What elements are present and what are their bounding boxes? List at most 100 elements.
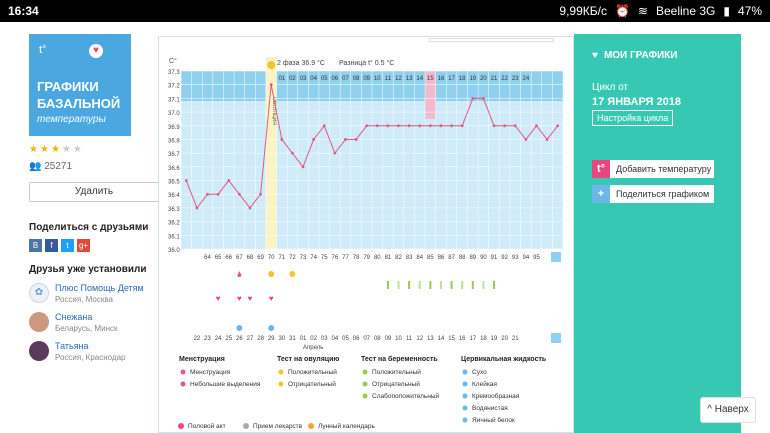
friend-item[interactable]: Снежана Беларусь, Минск — [29, 312, 159, 333]
day-label: 09 — [363, 76, 370, 82]
temperature-point — [354, 138, 358, 141]
friend-name[interactable]: Плюс Помощь Детям — [55, 283, 144, 293]
day-label: 13 — [406, 76, 413, 82]
add-temperature-button[interactable]: t° Добавить температуру — [592, 160, 714, 178]
date-label: 18 — [480, 336, 487, 342]
y-tick-label: 36.8 — [168, 138, 180, 144]
friend-name[interactable]: Татьяна — [55, 341, 89, 351]
date-label: 24 — [215, 336, 222, 342]
cycle-day-label: 95 — [533, 255, 540, 261]
chart-scroll[interactable] — [429, 38, 554, 42]
cycle-day-label: 70 — [268, 255, 275, 261]
app-logo: t° ♥ ГРАФИКИ БАЗАЛЬНОЙ температуры — [29, 34, 131, 136]
status-indicators: 9,99КБ/с ⏰ ≋ Beeline 3G ▮ 47% — [559, 4, 762, 18]
googleplus-icon[interactable]: g+ — [77, 239, 90, 252]
legend-swatch — [278, 381, 284, 387]
temperature-point — [206, 192, 209, 196]
drop-icon — [237, 271, 242, 277]
share-icons: В f t g+ — [29, 239, 159, 252]
cycle-day-label: 68 — [247, 255, 254, 261]
date-label: 08 — [374, 336, 381, 342]
cycle-day-label: 76 — [332, 255, 339, 261]
cycle-day-label: 69 — [257, 255, 264, 261]
star-empty-icon: ★ — [72, 144, 84, 155]
avatar — [29, 341, 49, 361]
star-icon: ★ — [39, 144, 51, 155]
cycle-day-label: 79 — [363, 255, 370, 261]
y-tick-label: 37.3 — [168, 70, 180, 76]
cycle-day-label: 73 — [300, 255, 307, 261]
friend-item[interactable]: ✿ Плюс Помощь Детям Россия, Москва — [29, 283, 159, 304]
y-tick-label: 36.5 — [168, 180, 180, 186]
pregnancy-test-mark — [429, 281, 432, 289]
carrier: Beeline 3G — [655, 4, 716, 18]
net-speed: 9,99КБ/с — [559, 4, 607, 18]
date-label: 17 — [469, 336, 476, 342]
legend-swatch — [362, 393, 368, 399]
legend-swatch — [243, 423, 249, 429]
month-label: Апрель — [303, 345, 323, 351]
page: t° ♥ ГРАФИКИ БАЗАЛЬНОЙ температуры ★★★★★… — [0, 22, 770, 433]
ovulation-test-dot — [268, 271, 275, 277]
facebook-icon[interactable]: f — [45, 239, 58, 252]
temperature-point — [524, 138, 528, 141]
chevron-up-icon: ^ — [707, 404, 712, 415]
temperature-point — [513, 124, 517, 128]
alarm-icon: ⏰ — [614, 4, 630, 18]
users-icon: 👥 — [29, 161, 42, 172]
date-label: 03 — [321, 336, 328, 342]
cycle-day-label: 67 — [236, 255, 243, 261]
date-label: 25 — [225, 336, 232, 342]
pregnancy-test-mark — [408, 281, 411, 289]
date-label: 30 — [278, 336, 285, 342]
cycle-day-label: 64 — [204, 255, 211, 261]
my-charts-link[interactable]: ♥ МОИ ГРАФИКИ — [592, 50, 677, 61]
cycle-day-label: 83 — [406, 255, 413, 261]
day-label: 03 — [300, 76, 307, 82]
date-label: 26 — [236, 336, 243, 342]
cycle-settings-button[interactable]: Настройка цикла — [592, 110, 674, 126]
battery-level: 47% — [737, 4, 762, 18]
date-label: 28 — [257, 336, 264, 342]
vk-icon[interactable]: В — [29, 239, 42, 252]
day-label: 04 — [310, 76, 317, 82]
date-label: 31 — [289, 336, 296, 342]
share-title: Поделиться с друзьями — [29, 222, 149, 233]
legend-item: Слабоположительный — [372, 392, 440, 400]
pregnancy-test-mark — [397, 281, 400, 289]
y-tick-label: 36.2 — [168, 221, 180, 227]
cycle-day-label: 71 — [278, 255, 285, 261]
temperature-point — [269, 83, 273, 87]
day-label: 19 — [469, 76, 476, 82]
add-temperature-label: Добавить температуру — [616, 164, 712, 174]
twitter-icon[interactable]: t — [61, 239, 74, 252]
wifi-icon: ≋ — [637, 4, 648, 18]
date-label: 20 — [501, 336, 508, 342]
y-unit: C° — [169, 57, 177, 65]
back-to-top-button[interactable]: ^ Наверх — [700, 397, 756, 423]
temperature-point — [492, 124, 496, 128]
legend-item: Яичный белок — [472, 416, 515, 424]
cycle-day-label: 75 — [321, 255, 328, 261]
temperature-point — [344, 138, 347, 141]
y-tick-label: 37.2 — [168, 84, 180, 90]
temperature-point — [535, 124, 538, 128]
cycle-day-label: 84 — [416, 255, 423, 261]
friend-item[interactable]: Татьяна Россия, Краснодар — [29, 341, 159, 362]
day-label: 20 — [480, 76, 487, 82]
temperature-point — [397, 124, 400, 128]
avatar — [29, 312, 49, 332]
legend-swatch — [462, 393, 468, 399]
logo-t0: t° — [39, 44, 47, 56]
y-tick-label: 36.6 — [168, 166, 180, 172]
cycle-day-label: 66 — [225, 255, 232, 261]
day-label: 14 — [416, 76, 423, 82]
friend-name[interactable]: Снежана — [55, 312, 93, 322]
delete-button[interactable]: Удалить — [29, 182, 159, 202]
temperature-point — [312, 138, 316, 141]
share-chart-button[interactable]: + Поделиться графиком — [592, 185, 714, 203]
pregnancy-test-mark — [482, 281, 485, 289]
cycle-day-label: 87 — [448, 255, 455, 261]
y-tick-label: 37.0 — [168, 111, 180, 117]
heart-icon: ♥ — [592, 50, 598, 61]
